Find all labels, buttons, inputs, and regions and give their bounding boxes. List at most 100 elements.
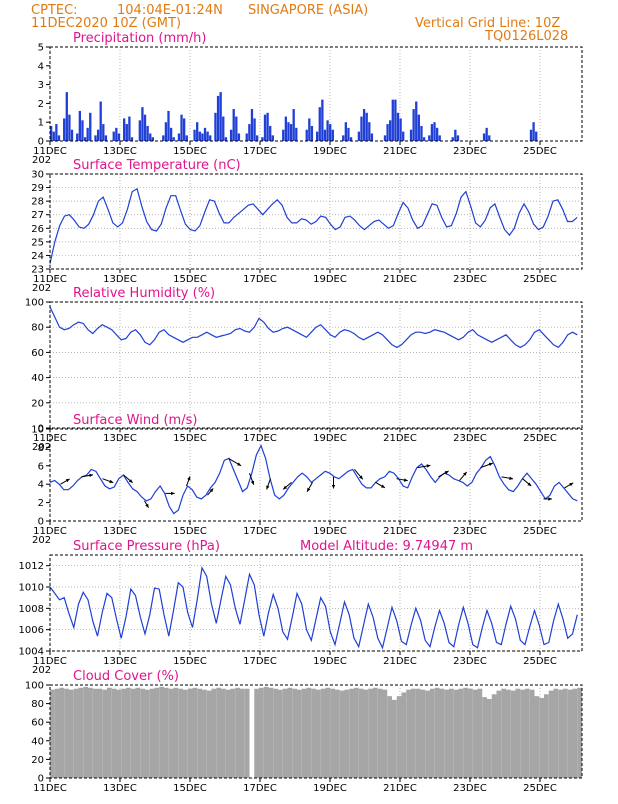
wind-arrow-head bbox=[237, 462, 242, 466]
precip-bar bbox=[55, 124, 58, 141]
cloud-bar bbox=[273, 688, 278, 778]
x-tick-label: 17DEC bbox=[243, 783, 277, 794]
y-tick-label: 28 bbox=[31, 197, 44, 208]
y-tick-label: 60 bbox=[31, 348, 44, 359]
panel-frame bbox=[49, 46, 583, 142]
cloud-bar bbox=[411, 688, 416, 778]
y-tick-label: 2 bbox=[38, 99, 44, 110]
header-location: SINGAPORE (ASIA) bbox=[248, 3, 368, 18]
precip-bar bbox=[117, 133, 121, 141]
precip-bar bbox=[454, 129, 457, 141]
cloud-bar bbox=[202, 689, 207, 778]
precip-bar bbox=[396, 112, 400, 141]
wind-arrow-head bbox=[209, 488, 214, 493]
x-tick-label: 15DEC bbox=[173, 783, 207, 794]
precip-bar bbox=[203, 127, 207, 141]
y-tick-label: 29 bbox=[31, 183, 44, 194]
cloud-bar bbox=[330, 688, 335, 778]
precip-bar bbox=[347, 127, 350, 141]
cloud-bar bbox=[325, 687, 331, 778]
precip-bar bbox=[412, 109, 415, 141]
x-tick-label: 19DEC bbox=[313, 783, 347, 794]
precip-bar bbox=[180, 114, 183, 141]
panel-4: 1004 1006 1008 1010 1012 11DEC 13DEC 15DEC 17DEC… bbox=[19, 539, 583, 676]
precip-bar bbox=[488, 135, 491, 141]
y-tick-label: 4 bbox=[38, 480, 44, 491]
cloud-bar bbox=[482, 697, 487, 778]
precip-bar bbox=[451, 137, 454, 141]
cloud-bar bbox=[396, 696, 402, 778]
x-tick-label: 17DEC bbox=[243, 526, 277, 537]
precip-bar bbox=[248, 124, 251, 141]
cloud-bar bbox=[501, 688, 506, 778]
y-tick-label: 1010 bbox=[19, 583, 44, 594]
cloud-bar bbox=[401, 692, 407, 778]
cloud-bar bbox=[154, 687, 160, 778]
y-tick-label: 4 bbox=[38, 61, 44, 72]
cloud-bar bbox=[92, 688, 98, 778]
y-tick-label: 80 bbox=[31, 323, 44, 334]
precip-bar bbox=[269, 125, 272, 141]
cloud-bar bbox=[458, 688, 464, 778]
precip-bar bbox=[102, 124, 105, 141]
wind-arrow-head bbox=[266, 485, 270, 490]
cloud-bar bbox=[73, 688, 79, 778]
panel-0: 0 1 2 3 4 5 11DEC 13DEC 15DEC 17DEC 19DEC 21DEC 23DE… bbox=[32, 31, 583, 166]
cloud-bar bbox=[221, 688, 226, 778]
x-tick-label: 15DEC bbox=[173, 656, 207, 667]
y-tick-label: 6 bbox=[38, 461, 44, 472]
cloud-bar bbox=[487, 698, 492, 778]
cloud-bar bbox=[263, 686, 269, 778]
cloud-bar bbox=[183, 689, 188, 778]
precip-bar bbox=[164, 122, 168, 141]
y-tick-label: 3 bbox=[38, 80, 44, 91]
series-line bbox=[49, 306, 578, 349]
precip-bar bbox=[402, 131, 405, 141]
precip-bar bbox=[529, 129, 533, 141]
precip-bar bbox=[365, 112, 368, 141]
wind-arrow-head bbox=[171, 491, 175, 496]
precip-bar bbox=[115, 127, 118, 141]
precip-bar bbox=[357, 131, 361, 141]
precip-bar bbox=[430, 124, 434, 141]
cloud-bar bbox=[349, 688, 354, 778]
cloud-bar bbox=[434, 687, 440, 778]
panel-frame bbox=[49, 301, 583, 429]
cloud-bar bbox=[358, 688, 364, 778]
x-tick-label: 21DEC bbox=[383, 783, 417, 794]
precip-bar bbox=[417, 114, 421, 141]
precip-bar bbox=[63, 118, 66, 141]
header-code: TQ0126L028 bbox=[484, 29, 568, 44]
cloud-bar bbox=[97, 688, 103, 778]
precip-bar bbox=[52, 131, 55, 141]
x-tick-label: 19DEC bbox=[313, 146, 347, 157]
precip-bar bbox=[237, 133, 241, 141]
x-year-label: 202 bbox=[32, 442, 51, 453]
y-tick-label: 23 bbox=[31, 265, 44, 276]
cloud-bar bbox=[88, 687, 93, 778]
cloud-bar bbox=[539, 698, 544, 778]
y-tick-label: 1004 bbox=[19, 647, 44, 658]
x-tick-label: 17DEC bbox=[243, 656, 277, 667]
y-tick-label: 40 bbox=[31, 373, 44, 384]
y-tick-label: 26 bbox=[31, 224, 44, 235]
cloud-bar bbox=[444, 689, 449, 778]
y-tick-label: 25 bbox=[31, 237, 44, 248]
precip-bar bbox=[235, 116, 238, 141]
precip-bar bbox=[295, 127, 298, 141]
cloud-bar bbox=[563, 688, 568, 778]
precip-bar bbox=[532, 122, 535, 141]
cloud-bar bbox=[577, 687, 582, 778]
cloud-bar bbox=[439, 688, 445, 778]
precip-bar bbox=[485, 127, 488, 141]
cloud-bar bbox=[78, 687, 84, 778]
precip-bar bbox=[435, 127, 439, 141]
panel-frame bbox=[49, 173, 583, 270]
precip-bar bbox=[81, 120, 84, 141]
precip-bar bbox=[50, 125, 53, 141]
y-tick-label: 24 bbox=[31, 251, 44, 262]
cloud-bar bbox=[316, 689, 321, 778]
y-tick-label: 30 bbox=[31, 170, 44, 181]
cloud-bar bbox=[339, 690, 345, 778]
wind-arrow-head bbox=[403, 478, 408, 482]
